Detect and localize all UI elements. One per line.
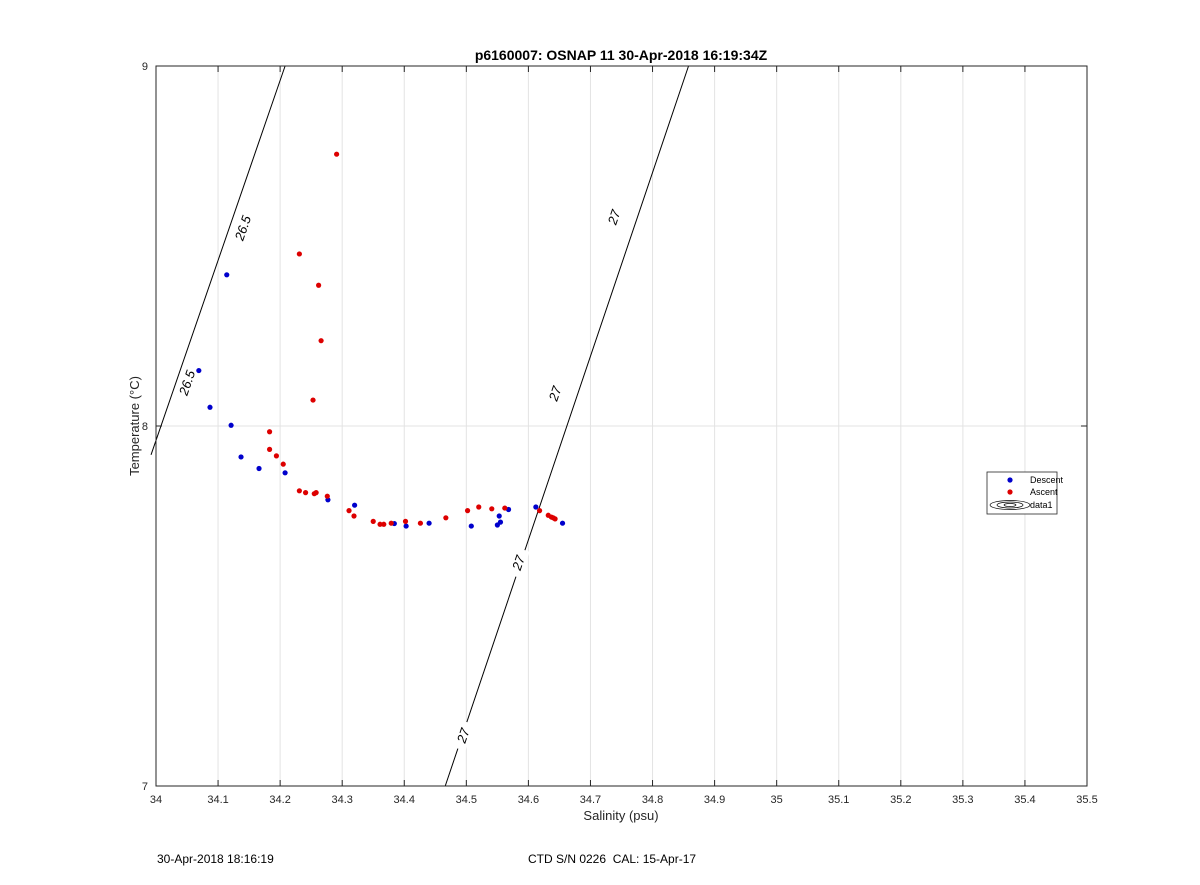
ascent-point xyxy=(388,520,394,526)
ascent-point xyxy=(351,513,357,519)
x-tick-label: 34 xyxy=(150,794,162,806)
ascent-point xyxy=(381,521,387,527)
ascent-point xyxy=(316,282,322,288)
data-points xyxy=(196,151,566,529)
x-tick-label: 34.5 xyxy=(456,794,477,806)
footer-timestamp: 30-Apr-2018 18:16:19 xyxy=(157,852,274,866)
y-axis-label: Temperature (°C) xyxy=(127,376,142,476)
descent-point xyxy=(207,404,213,410)
legend-marker-ascent xyxy=(1007,489,1013,495)
descent-point xyxy=(497,519,504,525)
legend: Descent Ascent data1 xyxy=(986,471,1064,515)
x-tick-label: 34.3 xyxy=(331,794,352,806)
x-tick-label: 35 xyxy=(771,794,783,806)
descent-point xyxy=(426,520,432,526)
y-tick-label: 9 xyxy=(142,61,148,73)
ascent-point xyxy=(273,453,280,459)
descent-point xyxy=(533,504,539,510)
ascent-point xyxy=(377,521,383,527)
x-tick-label: 34.2 xyxy=(269,794,290,806)
y-tick-label: 8 xyxy=(142,421,148,433)
isopycnal-label: 27 xyxy=(453,726,472,746)
isopycnal-label-bg xyxy=(507,547,530,579)
legend-contour-icon xyxy=(989,500,1031,510)
x-tick-label: 34.9 xyxy=(704,794,725,806)
x-tick-label: 34.8 xyxy=(642,794,663,806)
legend-label-descent: Descent xyxy=(1030,475,1064,485)
ascent-point xyxy=(296,251,302,257)
descent-point xyxy=(282,470,288,476)
descent-point xyxy=(559,520,566,526)
x-tick-label: 35.1 xyxy=(828,794,849,806)
ascent-point xyxy=(552,516,558,522)
ascent-point xyxy=(346,508,352,514)
x-tick-label: 35.4 xyxy=(1014,794,1035,806)
descent-point xyxy=(238,454,244,460)
ascent-point xyxy=(443,515,449,521)
isopycnal-label-bg xyxy=(543,378,567,410)
ascent-point xyxy=(324,493,330,499)
isopycnal-line xyxy=(444,65,690,787)
ascent-point xyxy=(502,505,508,511)
descent-point xyxy=(196,367,202,374)
ascent-point xyxy=(464,508,471,514)
y-axis-ticks: 7 8 9 xyxy=(142,61,1087,793)
y-tick-label: 7 xyxy=(142,781,148,793)
isopycnal-label-bg xyxy=(175,367,199,399)
grid-lines xyxy=(156,66,1087,786)
legend-label-data1: data1 xyxy=(1030,500,1053,510)
x-tick-label: 35.5 xyxy=(1076,794,1097,806)
x-tick-label: 34.7 xyxy=(580,794,601,806)
ascent-point xyxy=(417,520,424,526)
chart-title: p6160007: OSNAP 11 30-Apr-2018 16:19:34Z xyxy=(475,47,768,63)
descent-point xyxy=(468,523,474,529)
isopycnal-label: 27 xyxy=(545,384,564,404)
descent-point xyxy=(228,422,234,428)
footer-ctd-info: CTD S/N 0226 CAL: 15-Apr-17 xyxy=(528,852,697,866)
x-tick-label: 34.4 xyxy=(394,794,415,806)
ascent-point xyxy=(536,508,543,514)
descent-point xyxy=(352,502,358,508)
ascent-point xyxy=(302,490,309,496)
isopycnal-label-bg xyxy=(231,212,255,244)
descent-point xyxy=(256,465,262,472)
descent-point xyxy=(403,523,409,529)
ascent-point xyxy=(313,490,319,496)
isopycnal-line xyxy=(150,65,286,455)
legend-label-ascent: Ascent xyxy=(1030,487,1058,497)
ascent-point xyxy=(266,446,273,452)
isopycnal-label: 27 xyxy=(509,553,528,573)
isopycnal-label-bg xyxy=(452,720,475,752)
ascent-point xyxy=(310,397,316,403)
ascent-point xyxy=(266,429,273,435)
x-tick-label: 35.3 xyxy=(952,794,973,806)
x-tick-label: 34.6 xyxy=(518,794,539,806)
legend-marker-descent xyxy=(1007,477,1013,483)
ascent-point xyxy=(296,488,302,494)
ascent-point xyxy=(489,506,495,512)
isopycnal-label-bg xyxy=(602,201,626,233)
ascent-point xyxy=(476,504,482,510)
x-axis-label: Salinity (psu) xyxy=(583,808,658,823)
ascent-point xyxy=(280,461,286,467)
x-tick-label: 34.1 xyxy=(207,794,228,806)
x-tick-label: 35.2 xyxy=(890,794,911,806)
x-axis-ticks: 34 34.1 34.2 34.3 34.4 34.5 34.6 34.7 34.8 34.9 35… xyxy=(150,66,1098,806)
descent-point xyxy=(496,513,502,519)
ascent-point xyxy=(402,518,409,525)
ascent-point xyxy=(334,151,340,157)
isopycnal-label: 27 xyxy=(604,207,623,227)
descent-point xyxy=(224,272,230,278)
ascent-point xyxy=(370,518,376,525)
ascent-point xyxy=(318,338,324,344)
